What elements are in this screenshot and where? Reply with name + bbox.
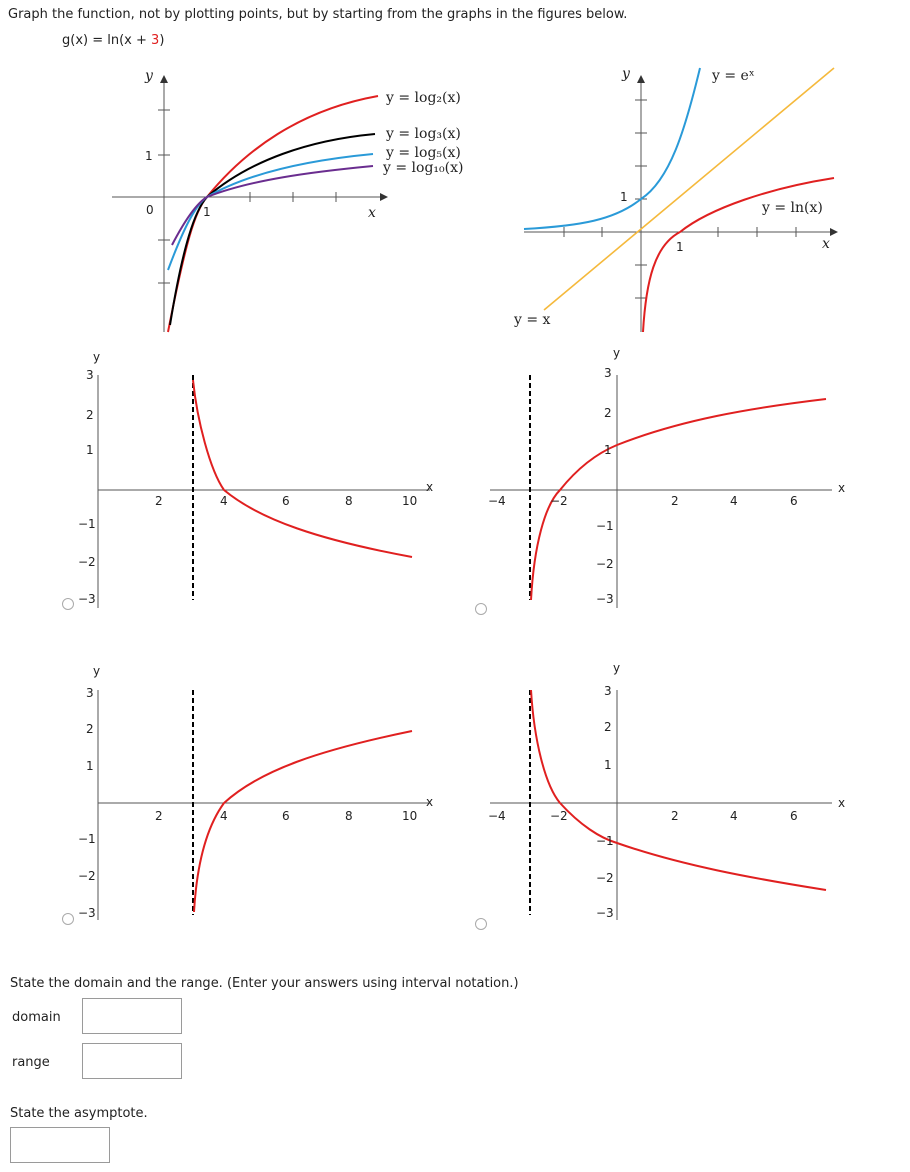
option-b-xtick: 4 (730, 494, 738, 508)
option-a-xtick-8: 8 (345, 494, 353, 508)
option-b-xtick: 2 (671, 494, 679, 508)
option-c-ytick: 2 (86, 722, 94, 736)
log-y-label: y (145, 68, 153, 84)
option-c-xtick: 2 (155, 809, 163, 823)
exp-x-label: x (822, 236, 830, 252)
option-c-ytick: 1 (86, 759, 94, 773)
log-one-y: 1 (145, 149, 153, 163)
identity-line (543, 67, 835, 311)
option-a-xtick-6: 6 (282, 494, 290, 508)
option-a-radio[interactable] (62, 598, 74, 610)
option-b-xtick: −2 (550, 494, 568, 508)
option-b-ytick: 1 (604, 443, 612, 457)
option-d-ytick: −3 (596, 906, 614, 920)
option-d-xtick: −2 (550, 809, 568, 823)
log3-label: y = log₃(x) (386, 126, 461, 142)
option-a-xtick-4: 4 (220, 494, 228, 508)
log5-label: y = log₅(x) (386, 145, 461, 161)
exp-label: y = eˣ (712, 68, 755, 84)
option-d-xtick: 6 (790, 809, 798, 823)
option-a-x-label: x (426, 480, 434, 494)
log2-curve (167, 95, 379, 333)
option-b-ytick: 2 (604, 406, 612, 420)
option-a-xtick-2: 2 (155, 494, 163, 508)
option-b-xtick: −4 (488, 494, 506, 508)
exp-curve (523, 67, 701, 230)
exp-one-y: 1 (620, 190, 628, 204)
domain-input[interactable] (82, 998, 182, 1034)
option-d-ytick: −2 (596, 871, 614, 885)
option-c-radio[interactable] (62, 913, 74, 925)
option-c-ytick: −2 (78, 869, 96, 883)
ln-label: y = ln(x) (762, 200, 823, 216)
option-a-ytick: 1 (86, 443, 94, 457)
option-d-curve (530, 689, 827, 891)
option-c-xtick: 6 (282, 809, 290, 823)
option-b-xtick: 6 (790, 494, 798, 508)
option-c-graph (97, 690, 430, 920)
option-d-graph (490, 689, 832, 920)
option-d-xtick: 4 (730, 809, 738, 823)
domain-label: domain (12, 1010, 61, 1025)
option-c-ytick: 3 (86, 686, 94, 700)
option-a-ytick: 3 (86, 368, 94, 382)
exp-y-label: y (622, 66, 630, 82)
option-b-graph (490, 375, 832, 608)
log-x-label: x (368, 205, 376, 221)
option-b-x-label: x (838, 481, 846, 495)
option-b-radio[interactable] (475, 603, 487, 615)
option-d-xtick: 2 (671, 809, 679, 823)
option-d-ytick: −1 (596, 834, 614, 848)
option-b-y-label: y (613, 346, 621, 360)
log-one-x: 1 (203, 205, 211, 219)
option-d-radio[interactable] (475, 918, 487, 930)
option-a-ytick: −1 (78, 517, 96, 531)
option-a-ytick: 2 (86, 408, 94, 422)
option-c-ytick: −3 (78, 906, 96, 920)
function-expression: g(x) = ln(x + 3) (62, 33, 165, 48)
log2-label: y = log₂(x) (386, 90, 461, 106)
asymptote-input[interactable] (10, 1127, 110, 1163)
option-b-ytick: 3 (604, 366, 612, 380)
option-c-x-label: x (426, 795, 434, 809)
option-b-ytick: −2 (596, 557, 614, 571)
domain-range-prompt: State the domain and the range. (Enter y… (10, 976, 519, 991)
option-d-ytick: 2 (604, 720, 612, 734)
option-a-y-label: y (93, 350, 101, 364)
option-c-xtick: 8 (345, 809, 353, 823)
option-a-ytick: −2 (78, 555, 96, 569)
option-a-ytick: −3 (78, 592, 96, 606)
option-c-y-label: y (93, 664, 101, 678)
option-b-ytick: −1 (596, 519, 614, 533)
option-c-xtick: 10 (402, 809, 418, 823)
option-d-ytick: 1 (604, 758, 612, 772)
range-input[interactable] (82, 1043, 182, 1079)
log3-curve (169, 133, 376, 326)
option-a-graph (97, 375, 430, 608)
question-prompt: Graph the function, not by plotting poin… (8, 7, 628, 22)
log5-curve (167, 153, 374, 271)
range-label: range (12, 1055, 50, 1070)
asymptote-prompt: State the asymptote. (10, 1106, 148, 1121)
exp-one-x: 1 (676, 240, 684, 254)
option-c-ytick: −1 (78, 832, 96, 846)
log10-label: y = log₁₀(x) (383, 160, 464, 176)
option-b-ytick: −3 (596, 592, 614, 606)
option-d-y-label: y (613, 661, 621, 675)
option-a-curve (192, 379, 413, 558)
option-d-xtick: −4 (488, 809, 506, 823)
identity-label: y = x (514, 312, 551, 328)
option-c-xtick: 4 (220, 809, 228, 823)
option-a-xtick-10: 10 (402, 494, 418, 508)
log-origin-label: 0 (146, 203, 154, 217)
option-d-ytick: 3 (604, 684, 612, 698)
option-d-x-label: x (838, 796, 846, 810)
